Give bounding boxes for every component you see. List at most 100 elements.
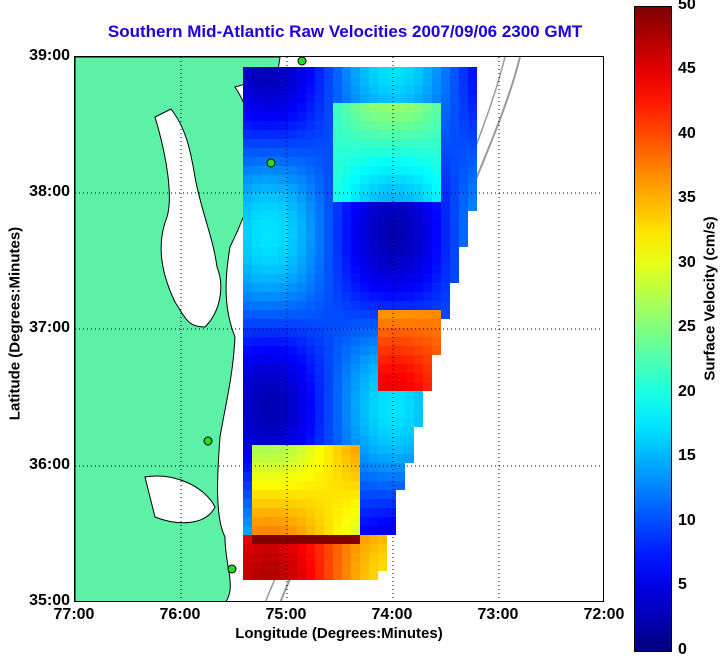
velocity-cell	[297, 382, 306, 391]
velocity-cell	[261, 112, 270, 121]
velocity-cell	[387, 94, 396, 103]
velocity-cell	[450, 67, 459, 76]
velocity-cell	[279, 409, 288, 418]
velocity-cell	[360, 265, 369, 274]
velocity-cell	[279, 220, 288, 229]
velocity-cell	[243, 391, 252, 400]
velocity-cell	[243, 445, 252, 454]
velocity-cell	[243, 499, 252, 508]
velocity-cell	[333, 418, 342, 427]
velocity-cell	[315, 391, 324, 400]
velocity-cell	[369, 85, 378, 94]
velocity-cell	[261, 247, 270, 256]
velocity-cell	[324, 490, 333, 499]
velocity-cell	[450, 247, 459, 256]
velocity-cell	[288, 76, 297, 85]
velocity-cell	[288, 274, 297, 283]
velocity-cell	[288, 490, 297, 499]
velocity-cell	[270, 427, 279, 436]
velocity-cell	[369, 391, 378, 400]
velocity-cell	[288, 355, 297, 364]
velocity-cell	[423, 355, 432, 364]
velocity-cell	[261, 238, 270, 247]
velocity-cell	[342, 508, 351, 517]
velocity-cell	[441, 130, 450, 139]
velocity-cell	[414, 283, 423, 292]
velocity-cell	[369, 445, 378, 454]
velocity-cell	[261, 283, 270, 292]
velocity-cell	[459, 220, 468, 229]
velocity-cell	[342, 463, 351, 472]
velocity-cell	[414, 202, 423, 211]
velocity-cell	[306, 328, 315, 337]
velocity-cell	[297, 472, 306, 481]
velocity-cell	[288, 139, 297, 148]
velocity-cell	[369, 517, 378, 526]
velocity-cell	[441, 265, 450, 274]
velocity-cell	[279, 85, 288, 94]
velocity-cell	[261, 418, 270, 427]
velocity-cell	[288, 238, 297, 247]
velocity-cell	[396, 382, 405, 391]
velocity-cell	[378, 346, 387, 355]
velocity-cell	[243, 553, 252, 562]
velocity-cell	[351, 292, 360, 301]
velocity-cell	[261, 472, 270, 481]
velocity-cell	[288, 418, 297, 427]
velocity-cell	[324, 499, 333, 508]
velocity-cell	[324, 364, 333, 373]
velocity-cell	[279, 571, 288, 580]
velocity-cell	[297, 544, 306, 553]
velocity-cell	[306, 571, 315, 580]
velocity-cell	[306, 310, 315, 319]
velocity-cell	[387, 184, 396, 193]
velocity-cell	[306, 229, 315, 238]
velocity-cell	[315, 76, 324, 85]
velocity-cell	[342, 328, 351, 337]
velocity-cell	[252, 364, 261, 373]
velocity-cell	[315, 220, 324, 229]
velocity-cell	[279, 355, 288, 364]
velocity-cell	[279, 319, 288, 328]
velocity-cell	[315, 112, 324, 121]
station-marker	[227, 564, 237, 574]
velocity-cell	[342, 274, 351, 283]
velocity-cell	[324, 193, 333, 202]
velocity-cell	[270, 319, 279, 328]
velocity-cell	[378, 121, 387, 130]
velocity-cell	[441, 94, 450, 103]
velocity-cell	[288, 472, 297, 481]
velocity-cell	[432, 265, 441, 274]
velocity-cell	[405, 445, 414, 454]
velocity-cell	[261, 409, 270, 418]
velocity-cell	[342, 400, 351, 409]
velocity-cell	[333, 490, 342, 499]
velocity-cell	[342, 436, 351, 445]
velocity-map[interactable]	[74, 56, 604, 602]
velocity-cell	[315, 490, 324, 499]
velocity-cell	[252, 112, 261, 121]
velocity-cell	[423, 373, 432, 382]
velocity-cell	[279, 139, 288, 148]
velocity-cell	[405, 166, 414, 175]
velocity-cell	[450, 256, 459, 265]
velocity-cell	[243, 148, 252, 157]
velocity-cell	[369, 130, 378, 139]
velocity-cell	[450, 139, 459, 148]
x-tick-label: 77:00	[53, 606, 95, 623]
velocity-cell	[252, 553, 261, 562]
velocity-cell	[387, 490, 396, 499]
velocity-cell	[351, 148, 360, 157]
velocity-cell	[360, 400, 369, 409]
x-tick-label: 73:00	[477, 606, 519, 623]
velocity-cell	[243, 139, 252, 148]
velocity-cell	[423, 220, 432, 229]
velocity-cell	[387, 283, 396, 292]
velocity-cell	[324, 130, 333, 139]
velocity-cell	[423, 274, 432, 283]
velocity-cell	[360, 508, 369, 517]
velocity-cell	[324, 409, 333, 418]
velocity-cell	[360, 85, 369, 94]
velocity-cell	[396, 472, 405, 481]
velocity-cell	[405, 130, 414, 139]
